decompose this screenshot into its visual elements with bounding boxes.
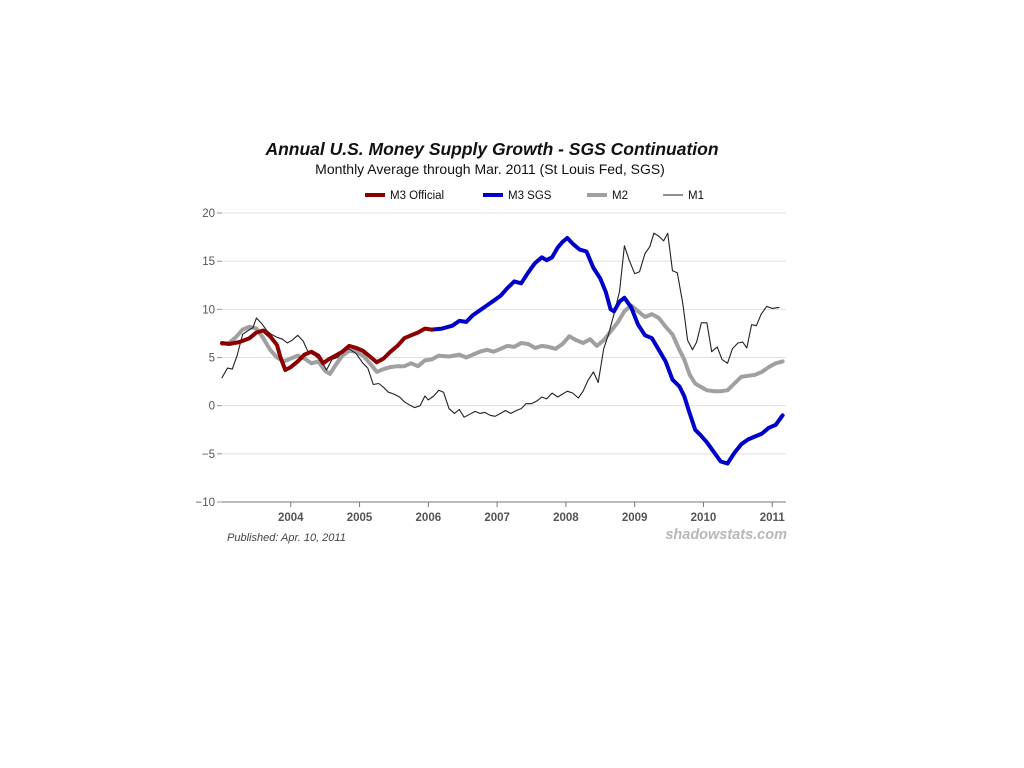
- y-tick-label: −5: [202, 449, 215, 461]
- series-line-m3-sgs: [429, 236, 785, 466]
- chart-subtitle: Monthly Average through Mar. 2011 (St Lo…: [315, 161, 665, 177]
- published-date: Published: Apr. 10, 2011: [227, 532, 346, 544]
- legend: M3 Official M3 SGS M2 M1: [365, 190, 704, 202]
- chart-title: Annual U.S. Money Supply Growth - SGS Co…: [264, 139, 718, 159]
- x-tick-label: 2010: [691, 512, 717, 524]
- legend-label: M2: [612, 190, 628, 202]
- x-tick-label: 2011: [760, 512, 786, 524]
- y-tick-label: 15: [202, 256, 215, 268]
- x-tick-label: 2007: [484, 512, 510, 524]
- x-tick-label: 2004: [278, 512, 304, 524]
- series-line-m3-official: [220, 326, 434, 372]
- y-tick-label: 5: [209, 353, 215, 365]
- x-tick-label: 2005: [347, 512, 373, 524]
- y-axis: −10 −5 0 5 10 15 20: [195, 208, 222, 509]
- x-tick-label: 2009: [622, 512, 648, 524]
- y-tick-label: −10: [195, 497, 215, 509]
- y-tick-label: 10: [202, 304, 215, 316]
- x-tick-label: 2008: [553, 512, 579, 524]
- legend-label: M3 Official: [390, 190, 444, 202]
- x-tick-label: 2006: [416, 512, 442, 524]
- plot-lines: [220, 232, 785, 466]
- x-axis: 2004 2005 2006 2007 2008 2009 2010 2011: [278, 502, 785, 524]
- y-tick-label: 20: [202, 208, 215, 220]
- grid: [222, 212, 786, 503]
- legend-label: M1: [688, 190, 704, 202]
- legend-label: M3 SGS: [508, 190, 552, 202]
- y-tick-label: 0: [209, 401, 215, 413]
- series-line-m2: [220, 303, 785, 394]
- source-watermark: shadowstats.com: [665, 527, 787, 543]
